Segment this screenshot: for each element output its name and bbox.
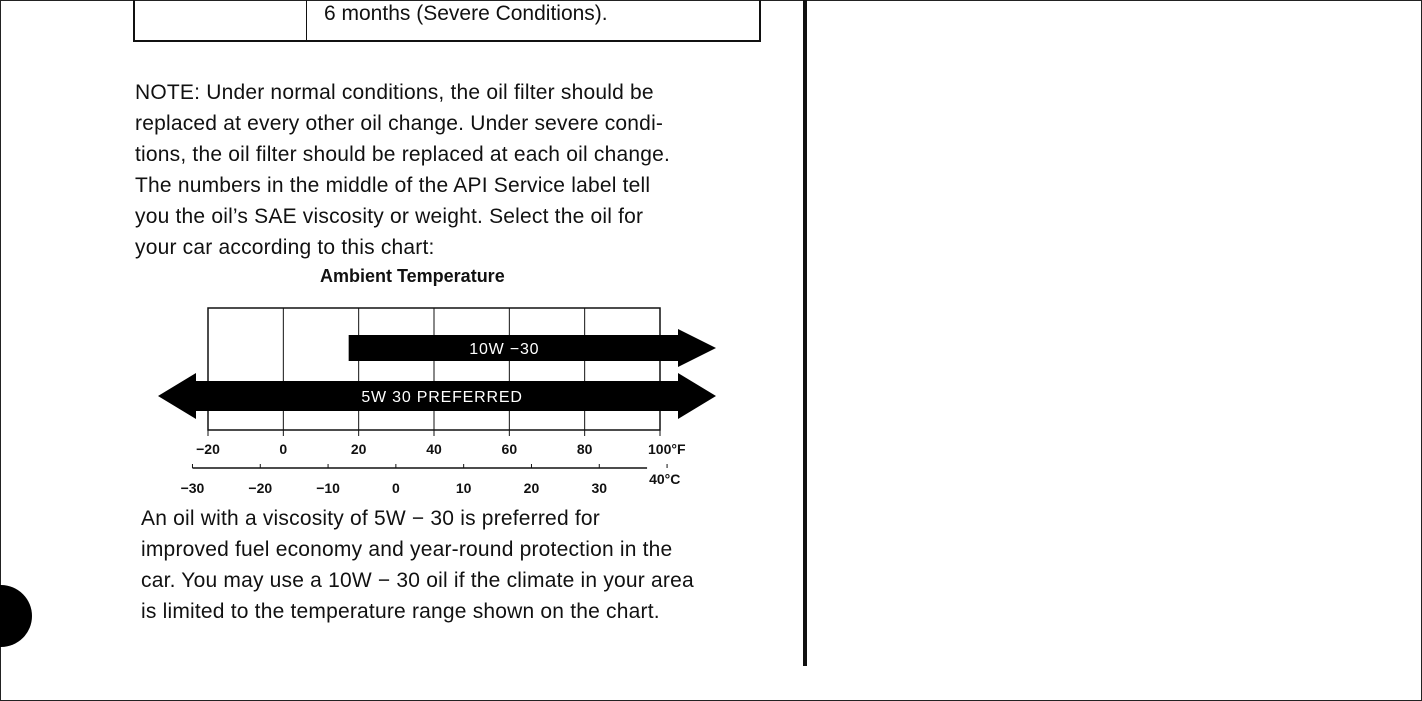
table-column-divider [306,0,307,40]
viscosity-paragraph: An oil with a viscosity of 5W − 30 is pr… [141,503,766,627]
f-axis-label: 40 [426,441,442,457]
note-line: The numbers in the middle of the API Ser… [135,174,651,197]
viscosity-line: An oil with a viscosity of 5W − 30 is pr… [141,507,600,530]
c-axis-label: −10 [316,480,340,496]
oil-viscosity-chart: 10W −30 5W 30 PREFERRED −20 0 20 40 60 80 100°F −… [158,307,716,496]
maintenance-table-fragment: 6 months (Severe Conditions). [133,0,761,42]
c-axis-label: −30 [181,480,205,496]
f-axis-label: 0 [279,441,287,457]
series-label: 5W 30 PREFERRED [361,389,522,406]
c-axis-label: 40°C [649,471,680,487]
c-axis-label: 10 [456,480,472,496]
c-axis-label: −20 [248,480,272,496]
note-line: tions, the oil filter should be replaced… [135,143,671,166]
series-label: 10W −30 [469,341,539,358]
f-axis-label: 20 [351,441,367,457]
table-cell-severe: 6 months (Severe Conditions). [324,2,608,25]
viscosity-line: improved fuel economy and year-round pro… [141,538,673,561]
series-arrow-1 [348,329,716,367]
c-axis-label: 30 [591,480,607,496]
series-arrow-2 [158,373,716,419]
note-line: NOTE: Under normal conditions, the oil f… [135,81,654,104]
f-axis-label: 100°F [648,441,686,457]
note-paragraph: NOTE: Under normal conditions, the oil f… [135,77,760,263]
viscosity-line: is limited to the temperature range show… [141,600,660,623]
note-line: replaced at every other oil change. Unde… [135,112,664,135]
c-axis-label: 20 [524,480,540,496]
chart-title: Ambient Temperature [320,266,505,286]
column-divider [803,0,807,666]
note-line: you the oil’s SAE viscosity or weight. S… [135,205,644,228]
f-axis-label: 60 [502,441,518,457]
viscosity-line: car. You may use a 10W − 30 oil if the c… [141,569,694,592]
f-axis-label: −20 [196,441,220,457]
c-axis-label: 0 [392,480,400,496]
note-line: your car according to this chart: [135,236,435,259]
f-axis-label: 80 [577,441,593,457]
